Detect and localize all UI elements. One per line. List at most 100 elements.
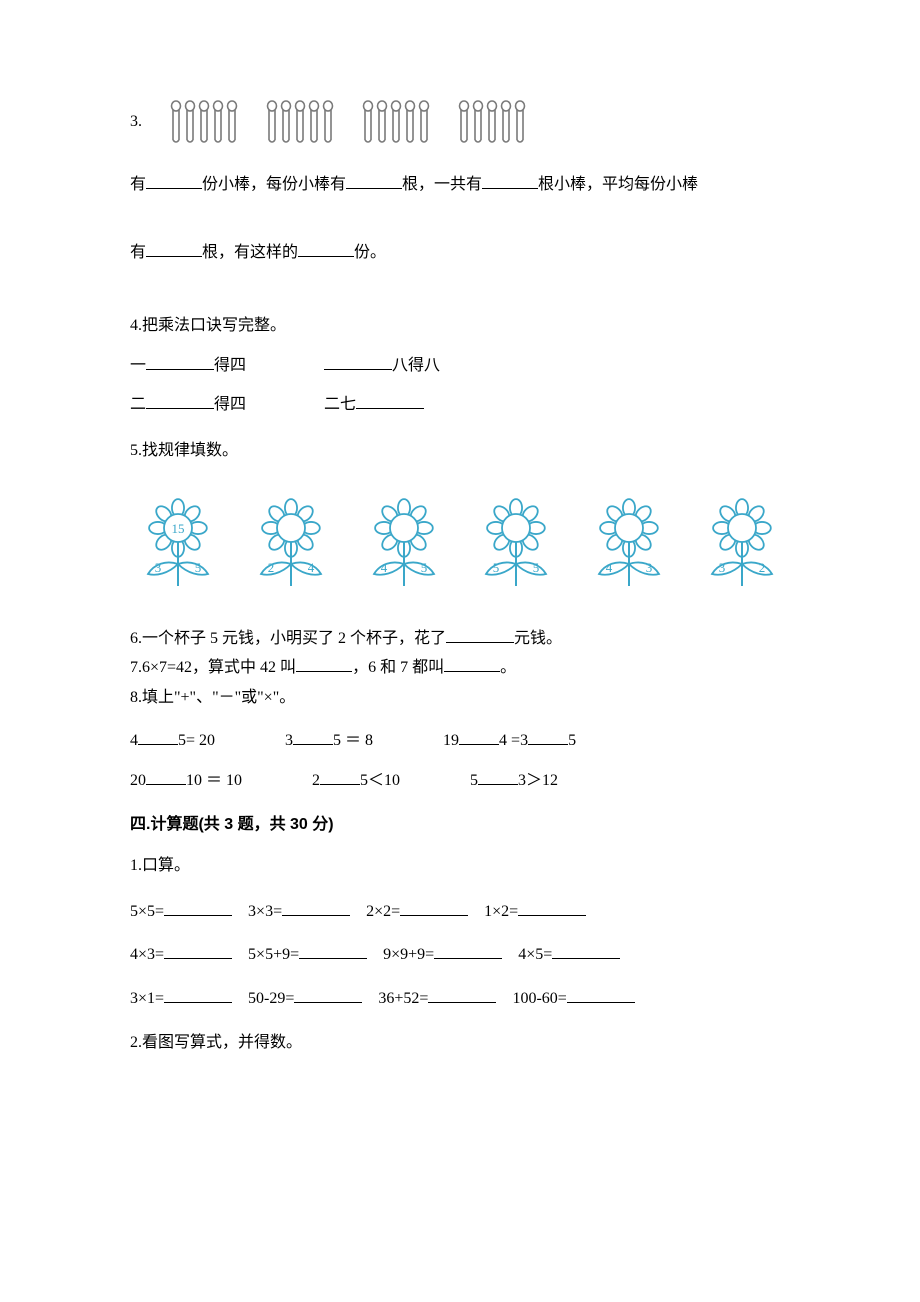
svg-text:4: 4 <box>380 560 387 575</box>
svg-text:15: 15 <box>172 521 185 536</box>
stick-icon <box>266 100 278 144</box>
stick-group <box>458 100 526 144</box>
blank[interactable] <box>282 899 350 916</box>
blank[interactable] <box>298 240 354 257</box>
blank[interactable] <box>164 942 232 959</box>
blank[interactable] <box>428 986 496 1003</box>
q8-cell: 25＜10 <box>312 768 400 794</box>
stick-icon <box>390 100 402 144</box>
blank[interactable] <box>320 768 360 785</box>
calc-row: 3×1= 50-29= 36+52= 100-60= <box>130 986 790 1012</box>
svg-text:4: 4 <box>308 560 315 575</box>
flower-icon: 2 4 <box>243 494 339 590</box>
q3-row: 3. <box>130 100 790 144</box>
q8-cell: 194 =35 <box>443 728 576 754</box>
blank[interactable] <box>478 768 518 785</box>
stick-icon <box>514 100 526 144</box>
blank[interactable] <box>552 942 620 959</box>
blank[interactable] <box>146 353 214 370</box>
blank[interactable] <box>299 942 367 959</box>
blank[interactable] <box>482 172 538 189</box>
q8-row: 45= 2035 ＝ 8194 =35 <box>130 728 790 754</box>
sticks-figure <box>170 100 526 144</box>
q7: 7.6×7=42，算式中 42 叫，6 和 7 都叫。 <box>130 655 790 681</box>
q8-cell: 53＞12 <box>470 768 558 794</box>
stick-group <box>266 100 334 144</box>
calc1-title: 1.口算。 <box>130 853 790 879</box>
blank[interactable] <box>324 353 392 370</box>
calc-item: 36+52= <box>378 986 496 1012</box>
blank[interactable] <box>294 986 362 1003</box>
stick-icon <box>472 100 484 144</box>
calc-item: 3×3= <box>248 899 350 925</box>
calc-item: 100-60= <box>512 986 634 1012</box>
calc-item: 4×3= <box>130 942 232 968</box>
svg-text:3: 3 <box>719 560 726 575</box>
stick-icon <box>308 100 320 144</box>
blank[interactable] <box>146 172 202 189</box>
q5-title: 5.找规律填数。 <box>130 438 790 464</box>
blank[interactable] <box>146 240 202 257</box>
blank[interactable] <box>164 986 232 1003</box>
calc-item: 5×5+9= <box>248 942 367 968</box>
q8-title: 8.填上"+"、"－"或"×"。 <box>130 685 790 711</box>
blank[interactable] <box>293 728 333 745</box>
svg-text:5: 5 <box>493 560 500 575</box>
flower-icon: 3 2 <box>694 494 790 590</box>
blank[interactable] <box>444 655 500 672</box>
q8-cell: 2010 ＝ 10 <box>130 768 242 794</box>
q4-title: 4.把乘法口诀写完整。 <box>130 313 790 339</box>
q4-row1: 一得四 八得八 <box>130 353 790 379</box>
svg-text:2: 2 <box>759 560 766 575</box>
stick-icon <box>500 100 512 144</box>
flowers-row: 15 3 5 2 4 4 5 <box>130 494 790 590</box>
blank[interactable] <box>446 626 514 643</box>
stick-icon <box>418 100 430 144</box>
blank[interactable] <box>346 172 402 189</box>
worksheet-page: 3. <box>0 0 920 1149</box>
q3-line2: 有根，有这样的份。 <box>130 240 790 266</box>
stick-icon <box>362 100 374 144</box>
calc-item: 2×2= <box>366 899 468 925</box>
stick-icon <box>198 100 210 144</box>
stick-icon <box>458 100 470 144</box>
q4-row2: 二得四 二七 <box>130 392 790 418</box>
flower-icon: 4 3 <box>581 494 677 590</box>
blank[interactable] <box>296 655 352 672</box>
svg-text:5: 5 <box>195 560 202 575</box>
blank[interactable] <box>164 899 232 916</box>
q8-grid: 45= 2035 ＝ 8194 =352010 ＝ 1025＜1053＞12 <box>130 728 790 793</box>
blank[interactable] <box>146 768 186 785</box>
q3-line1: 有份小棒，每份小棒有根，一共有根小棒，平均每份小棒 <box>130 172 790 198</box>
calc-item: 3×1= <box>130 986 232 1012</box>
blank[interactable] <box>459 728 499 745</box>
stick-icon <box>226 100 238 144</box>
q8-cell: 35 ＝ 8 <box>285 728 373 754</box>
blank[interactable] <box>567 986 635 1003</box>
q6: 6.一个杯子 5 元钱，小明买了 2 个杯子，花了元钱。 <box>130 626 790 652</box>
stick-icon <box>376 100 388 144</box>
blank[interactable] <box>146 392 214 409</box>
stick-icon <box>404 100 416 144</box>
svg-text:3: 3 <box>646 560 653 575</box>
calc-item: 5×5= <box>130 899 232 925</box>
blank[interactable] <box>528 728 568 745</box>
calc2-title: 2.看图写算式，并得数。 <box>130 1030 790 1056</box>
calc-item: 50-29= <box>248 986 362 1012</box>
svg-text:5: 5 <box>533 560 540 575</box>
stick-icon <box>212 100 224 144</box>
section4-title: 四.计算题(共 3 题，共 30 分) <box>130 812 790 838</box>
q8-row: 2010 ＝ 10 25＜10 53＞12 <box>130 768 790 794</box>
blank[interactable] <box>138 728 178 745</box>
flower-icon: 15 3 5 <box>130 494 226 590</box>
blank[interactable] <box>400 899 468 916</box>
blank[interactable] <box>356 392 424 409</box>
svg-text:3: 3 <box>155 560 162 575</box>
blank[interactable] <box>434 942 502 959</box>
q3-number: 3. <box>130 109 142 135</box>
stick-icon <box>184 100 196 144</box>
calc-row: 4×3=5×5+9=9×9+9=4×5= <box>130 942 790 968</box>
blank[interactable] <box>518 899 586 916</box>
stick-group <box>170 100 238 144</box>
stick-icon <box>486 100 498 144</box>
